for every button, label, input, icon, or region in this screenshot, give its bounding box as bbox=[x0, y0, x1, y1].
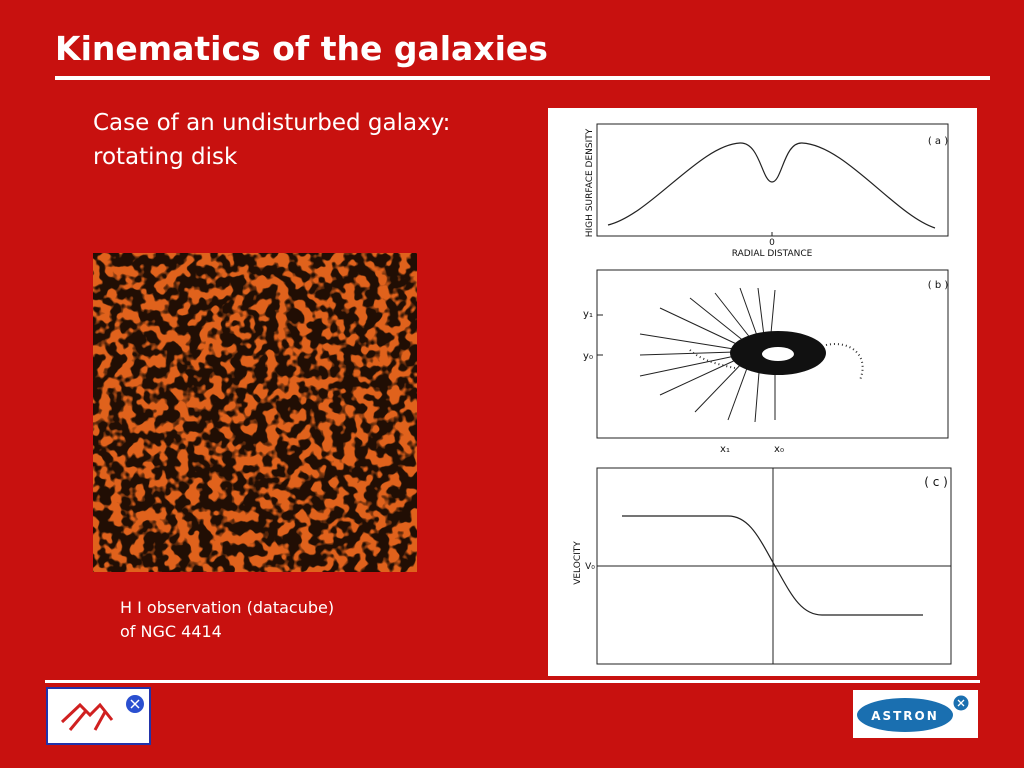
disk-hole bbox=[762, 347, 794, 361]
title-rule bbox=[55, 76, 990, 80]
x-tick-label: 0 bbox=[769, 238, 775, 248]
y-axis-label: VELOCITY bbox=[573, 541, 583, 585]
slide-title: Kinematics of the galaxies bbox=[55, 29, 548, 68]
right-logo: ASTRON bbox=[853, 690, 978, 738]
y-tick-label: V₀ bbox=[585, 562, 595, 572]
panel-frame bbox=[596, 269, 949, 439]
scatter bbox=[689, 343, 864, 381]
spokes bbox=[639, 287, 776, 423]
density-curve bbox=[607, 142, 936, 229]
intro-line: rotating disk bbox=[93, 144, 238, 170]
panel-label: ( a ) bbox=[928, 136, 948, 147]
y-tick-label: y₀ bbox=[583, 351, 593, 362]
caption-line: H I observation (datacube) bbox=[120, 598, 334, 617]
figure-background bbox=[548, 108, 977, 676]
logo-text: ASTRON bbox=[871, 709, 939, 723]
intro-line: Case of an undisturbed galaxy: bbox=[93, 110, 450, 136]
y-axis-label: HIGH SURFACE DENSITY bbox=[585, 128, 595, 237]
panel-label: ( c ) bbox=[924, 475, 948, 489]
x-tick-label: x₀ bbox=[774, 444, 784, 455]
y-tick-label: y₁ bbox=[583, 309, 593, 320]
datacube-image bbox=[93, 253, 417, 572]
footer-rule bbox=[45, 680, 980, 683]
velocity-curve bbox=[622, 515, 923, 616]
x-axis-label: RADIAL DISTANCE bbox=[732, 249, 813, 259]
x-tick-label: x₁ bbox=[720, 444, 730, 455]
caption-line: of NGC 4414 bbox=[120, 622, 222, 641]
panel-label: ( b ) bbox=[928, 280, 949, 291]
figure: ( a ) 0 RADIAL DISTANCE HIGH SURFACE DEN… bbox=[548, 108, 977, 676]
left-logo bbox=[46, 687, 151, 745]
